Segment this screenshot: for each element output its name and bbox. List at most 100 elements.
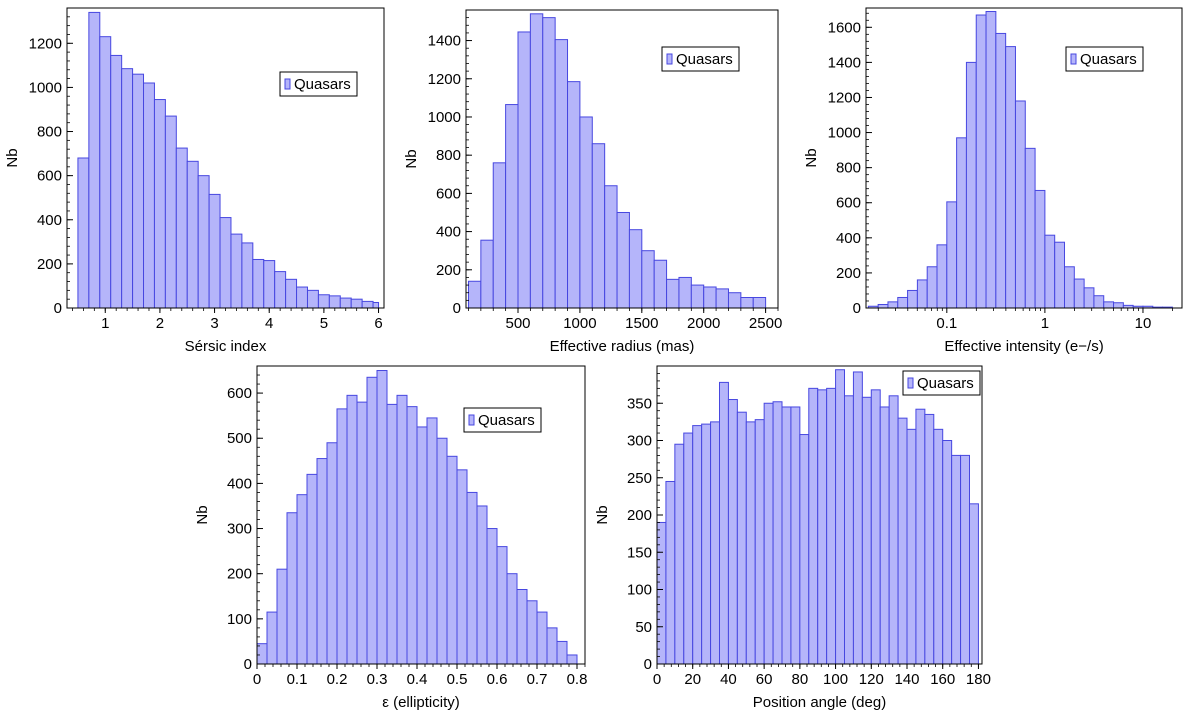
histogram-bar — [1103, 301, 1115, 309]
legend-box — [902, 370, 981, 396]
x-tick-label: 0.3 — [367, 671, 388, 688]
legend-box — [1065, 46, 1144, 72]
histogram-bar — [326, 442, 338, 665]
x-tick-label: 1500 — [625, 315, 658, 332]
histogram-bar — [406, 406, 418, 665]
x-tick-label: 6 — [374, 315, 382, 332]
x-tick-label: 2 — [156, 315, 164, 332]
legend-box — [463, 407, 542, 433]
histogram-bar — [230, 233, 243, 309]
histogram-bar — [241, 242, 254, 309]
histogram-bar — [715, 288, 729, 309]
histogram-bar — [985, 11, 997, 309]
x-axis-label: Effective radius (mas) — [550, 338, 695, 355]
histogram-bar — [915, 408, 926, 665]
histogram-panel-2: 0 200 400 600 800 1000 1200 1400 500 1000 1500 2000… — [403, 9, 782, 355]
histogram-bar — [517, 31, 531, 309]
histogram-bar — [897, 417, 908, 665]
legend: Quasars — [1065, 46, 1144, 72]
y-axis-label: Nb — [403, 149, 420, 168]
x-tick-label: 5 — [320, 315, 328, 332]
y-tick-label: 0 — [453, 300, 461, 317]
legend-swatch — [284, 78, 291, 90]
histogram-bar — [844, 395, 854, 665]
histogram-bar — [1014, 100, 1026, 309]
histogram-panel-5: 0 50 100 150 200 250 300 350 0 20 40 60 80 100 120 140 1… — [594, 365, 991, 711]
x-tick-label: 4 — [265, 315, 273, 332]
histogram-bar — [604, 185, 618, 309]
histogram-bar — [808, 387, 819, 665]
histogram-bar — [554, 39, 569, 309]
histogram-bar — [110, 54, 123, 309]
histogram-bar — [1083, 287, 1095, 309]
histogram-bar — [306, 473, 318, 665]
histogram-bar — [285, 278, 298, 309]
histogram-bar — [350, 298, 363, 309]
histogram-bar — [336, 408, 348, 665]
histogram-bar — [752, 296, 767, 309]
histogram-bar — [656, 521, 667, 665]
legend-swatch — [1070, 53, 1077, 65]
y-tick-label: 250 — [627, 470, 652, 487]
legend-box — [661, 46, 740, 72]
plot-frame — [465, 9, 779, 309]
histogram-bar — [666, 278, 680, 309]
histogram-bar — [372, 301, 380, 309]
y-tick-label: 600 — [836, 195, 861, 212]
histogram-bar — [1034, 189, 1046, 309]
histogram-bar — [396, 394, 408, 665]
x-tick-label: 0.5 — [447, 671, 468, 688]
histogram-bar — [907, 289, 918, 309]
histogram-bar — [526, 600, 538, 665]
x-tick-label: 0 — [253, 671, 261, 688]
histogram-bar — [678, 276, 692, 309]
histogram-bar — [556, 640, 568, 665]
histogram-bar — [916, 279, 928, 309]
legend: Quasars — [279, 71, 358, 97]
histogram-bar — [772, 401, 783, 665]
histogram-bar — [727, 399, 738, 665]
y-axis-label: Nb — [194, 505, 211, 524]
y-axis-label: Nb — [803, 148, 820, 167]
histogram-panel-3: 0 200 400 600 800 1000 1200 1400 1600 0.1 1 10 Effec… — [803, 7, 1183, 355]
histogram-bar — [339, 297, 352, 309]
histogram-bar — [701, 423, 712, 665]
x-tick-label: 80 — [792, 671, 809, 688]
histogram-bar — [426, 417, 438, 665]
histogram-bar — [361, 300, 374, 309]
histogram-bar — [286, 512, 298, 665]
histogram-bar — [99, 36, 112, 309]
legend-label: Quasars — [478, 412, 535, 429]
x-axis-label: Sérsic index — [185, 338, 267, 355]
histogram-bar — [674, 443, 685, 665]
histogram-bar — [1024, 147, 1036, 309]
histogram-bar — [960, 454, 970, 665]
legend: Quasars — [463, 407, 542, 433]
histogram-bar — [653, 259, 668, 309]
x-tick-label: 0.2 — [327, 671, 348, 688]
histogram-bar — [516, 589, 528, 665]
y-tick-label: 800 — [836, 160, 861, 177]
histogram-bar — [505, 104, 519, 309]
histogram-bar — [591, 143, 606, 309]
histogram-bar — [197, 175, 210, 309]
histogram-bar — [826, 387, 837, 665]
y-tick-label: 1200 — [428, 71, 461, 88]
y-tick-label: 600 — [227, 385, 252, 402]
histogram-bar — [933, 428, 944, 665]
y-tick-label: 500 — [227, 430, 252, 447]
histogram-bar — [1113, 302, 1124, 309]
histogram-bar — [446, 455, 458, 665]
y-tick-label: 800 — [436, 147, 461, 164]
x-tick-label: 0.6 — [487, 671, 508, 688]
legend: Quasars — [902, 370, 981, 396]
histogram-bar — [121, 68, 134, 309]
histogram-bar — [386, 403, 398, 665]
histogram-bar — [306, 289, 319, 309]
y-tick-label: 1000 — [428, 109, 461, 126]
histogram-bar — [486, 528, 498, 665]
y-tick-label: 1400 — [428, 33, 461, 50]
histogram-bar — [736, 411, 747, 665]
plot-frame — [865, 7, 1183, 309]
x-tick-label: 0.1 — [287, 671, 308, 688]
